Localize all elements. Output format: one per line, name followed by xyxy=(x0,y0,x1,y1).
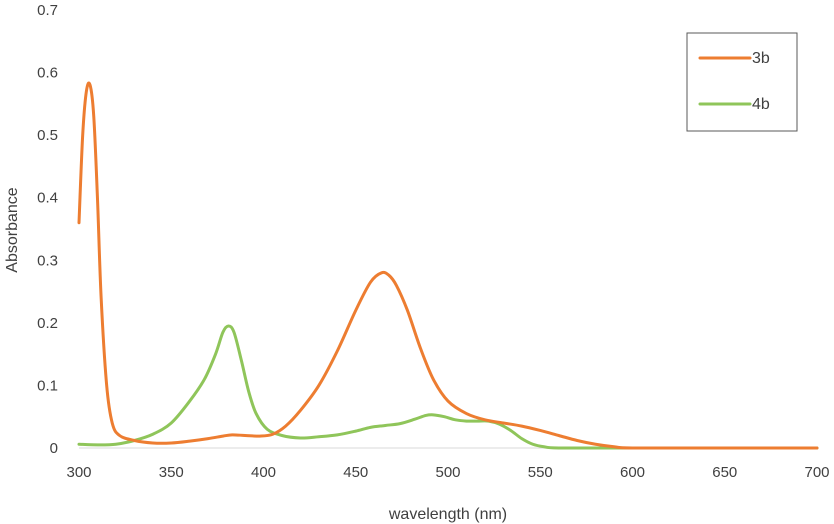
series-line-3b xyxy=(77,81,819,450)
x-tick-label: 350 xyxy=(159,464,184,481)
x-tick-label: 400 xyxy=(251,464,276,481)
y-tick-label: 0.3 xyxy=(37,252,58,269)
x-tick-label: 300 xyxy=(66,464,91,481)
y-tick-label: 0 xyxy=(50,440,58,457)
tick-labels: 300 350 400 450 500 550 600 650 700 0 0.1 0.2 0.3 0.4… xyxy=(37,2,829,481)
x-tick-label: 550 xyxy=(528,464,553,481)
x-tick-label: 700 xyxy=(804,464,829,481)
y-axis-title: Absorbance xyxy=(4,187,21,272)
y-tick-label: 0.6 xyxy=(37,65,58,82)
legend-box xyxy=(686,32,798,132)
series-layer xyxy=(77,81,819,450)
legend: 3b 4b xyxy=(686,32,798,132)
x-axis-title: wavelength (nm) xyxy=(388,506,507,523)
y-tick-label: 0.1 xyxy=(37,377,58,394)
x-tick-label: 600 xyxy=(620,464,645,481)
series-line-4b xyxy=(77,324,819,450)
y-tick-label: 0.4 xyxy=(37,190,58,207)
x-tick-label: 450 xyxy=(343,464,368,481)
x-tick-label: 500 xyxy=(435,464,460,481)
legend-label-3b: 3b xyxy=(752,50,770,67)
y-tick-label: 0.5 xyxy=(37,127,58,144)
y-tick-label: 0.2 xyxy=(37,315,58,332)
legend-label-4b: 4b xyxy=(752,96,770,113)
y-tick-label: 0.7 xyxy=(37,2,58,19)
x-tick-label: 650 xyxy=(712,464,737,481)
